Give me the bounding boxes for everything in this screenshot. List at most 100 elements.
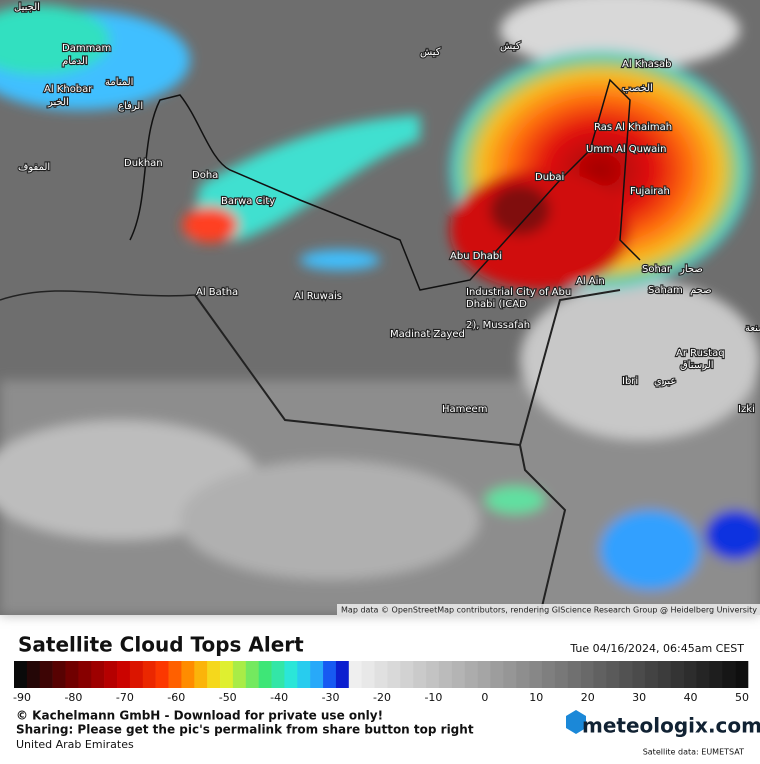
- colorbar-cell: [348, 661, 362, 688]
- place-label: Dhabi (ICAD: [466, 299, 527, 310]
- colorbar-tick-label: -80: [64, 691, 82, 704]
- copyright: © Kachelmann GmbH - Download for private…: [16, 709, 383, 723]
- colorbar-cell: [117, 661, 131, 688]
- place-label: Al Khasab: [622, 59, 672, 70]
- colorbar-cell: [78, 661, 92, 688]
- colorbar-cell: [709, 661, 723, 688]
- place-label: مصنعة: [745, 323, 760, 334]
- cloud-field: [0, 0, 760, 615]
- colorbar-cell: [258, 661, 272, 688]
- colorbar-cell: [696, 661, 710, 688]
- colorbar-cell: [400, 661, 414, 688]
- place-label: Abu Dhabi: [450, 251, 502, 262]
- colorbar-cell: [310, 661, 324, 688]
- place-label: المفوف: [18, 162, 50, 173]
- place-label: Saham: [648, 285, 683, 296]
- colorbar-cell: [606, 661, 620, 688]
- map: Map data © OpenStreetMap contributors, r…: [0, 0, 760, 616]
- colorbar-cell: [735, 661, 749, 688]
- colorbar-tick-label: -20: [373, 691, 391, 704]
- place-label: Fujairah: [630, 186, 670, 197]
- colorbar-tick-label: 30: [632, 691, 646, 704]
- colorbar-tick-label: 10: [529, 691, 543, 704]
- colorbar-cell: [26, 661, 41, 688]
- colorbar-cell: [477, 661, 491, 688]
- colorbar-tick-label: -90: [13, 691, 31, 704]
- place-label: الرفاع: [118, 101, 143, 112]
- place-label: Sohar: [642, 264, 672, 275]
- colorbar-cell: [232, 661, 247, 688]
- colorbar-cell: [155, 661, 169, 688]
- place-label: 2), Mussafah: [466, 320, 530, 331]
- border: [0, 290, 196, 301]
- colorbar-cell: [104, 661, 118, 688]
- colorbar-cell: [490, 661, 504, 688]
- colorbar-tick-label: 50: [735, 691, 749, 704]
- place-label: الخبر: [47, 97, 69, 108]
- colorbar-cell: [426, 661, 440, 688]
- colorbar-tick-label: -70: [116, 691, 134, 704]
- place-label: Barwa City: [221, 196, 275, 207]
- place-label: Dukhan: [124, 158, 163, 169]
- colorbar-cell: [14, 661, 28, 688]
- colorbar-cell: [580, 661, 594, 688]
- source: Satellite data: EUMETSAT: [643, 748, 744, 757]
- colorbar-cell: [323, 661, 337, 688]
- colorbar-cell: [245, 661, 259, 688]
- place-label: Dubai: [535, 172, 564, 183]
- colorbar-cell: [541, 661, 556, 688]
- colorbar-cell: [65, 661, 79, 688]
- colorbar-cell: [194, 661, 208, 688]
- colorbar-cell: [220, 661, 234, 688]
- place-label: الجبيل: [14, 2, 40, 13]
- place-label: Umm Al Quwain: [586, 144, 666, 155]
- place-label: Ras Al Khaimah: [594, 122, 672, 133]
- colorbar-tick-label: -10: [424, 691, 442, 704]
- colorbar-tick-label: -60: [167, 691, 185, 704]
- place-label: الرستاق: [680, 360, 714, 371]
- place-label: المنامة: [105, 77, 133, 88]
- map-labels: Dammam الدمام Al Khobar الخبر المنامة الرفاع D…: [13, 1, 760, 416]
- place-label: Ar Rustaq: [676, 348, 725, 359]
- logo: meteologix.com: [582, 714, 760, 738]
- attribution: Map data © OpenStreetMap contributors, r…: [341, 606, 757, 615]
- colorbar-cell: [670, 661, 684, 688]
- border: [194, 289, 621, 616]
- place-label: Dammam: [62, 43, 111, 54]
- colorbar-cell: [181, 661, 195, 688]
- colorbar-tick-label: 0: [481, 691, 488, 704]
- colorbar-cell: [284, 661, 298, 688]
- colorbar-cell: [129, 661, 144, 688]
- colorbar-cell: [451, 661, 466, 688]
- colorbar-tick-label: -30: [322, 691, 340, 704]
- colorbar-tick-label: 20: [581, 691, 595, 704]
- place-label: Al Ruwais: [294, 291, 342, 302]
- place-label: Madinat Zayed: [390, 329, 465, 340]
- colorbar: -90 -80 -70 -60 -50 -40 -30 -20 -10 0 10 20 30 40 50: [13, 661, 749, 704]
- place-label: صحم: [690, 285, 712, 296]
- colorbar-cell: [567, 661, 581, 688]
- place-label: Izki: [738, 404, 755, 415]
- place-label: كيش: [500, 41, 521, 52]
- colorbar-cell: [619, 661, 633, 688]
- colorbar-cell: [503, 661, 517, 688]
- colorbar-cell: [516, 661, 530, 688]
- colorbar-tick-label: 40: [684, 691, 698, 704]
- colorbar-cell: [361, 661, 375, 688]
- place-label: Al Ain: [576, 276, 605, 287]
- colorbar-cell: [142, 661, 156, 688]
- colorbar-cell: [39, 661, 53, 688]
- colorbar-cell: [438, 661, 453, 688]
- place-label: الدمام: [62, 56, 88, 67]
- place-label: Al Batha: [196, 287, 238, 298]
- place-label: Ibri: [622, 376, 638, 387]
- colorbar-cell: [554, 661, 569, 688]
- colorbar-cell: [657, 661, 672, 688]
- colorbar-cell: [413, 661, 427, 688]
- place-label: الخصب: [622, 83, 653, 94]
- colorbar-cell: [335, 661, 350, 688]
- colorbar-cell: [593, 661, 607, 688]
- colorbar-cell: [722, 661, 736, 688]
- colorbar-cell: [168, 661, 182, 688]
- colorbar-tick-label: -40: [270, 691, 288, 704]
